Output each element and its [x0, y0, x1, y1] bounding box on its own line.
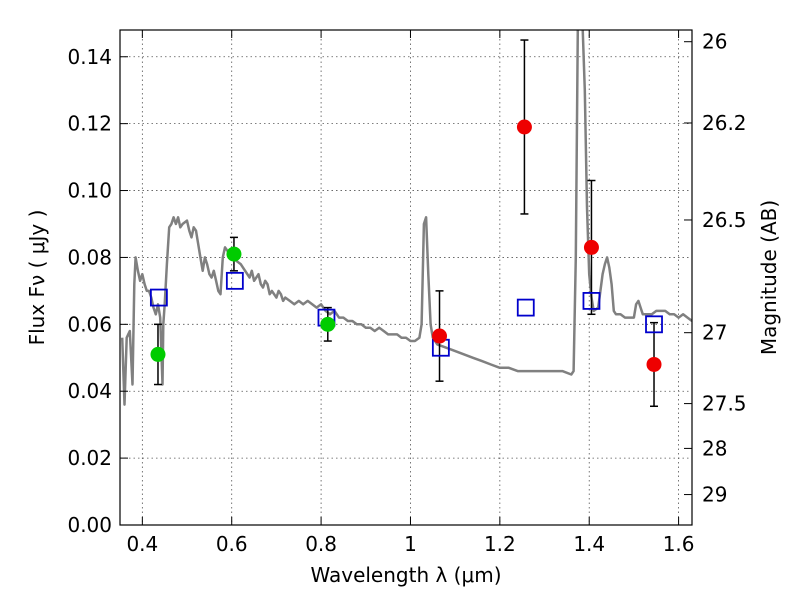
right-tick-label: 28	[702, 436, 727, 460]
y-tick-label: 0.06	[67, 312, 112, 336]
x-tick-label: 0.6	[216, 532, 248, 556]
y-tick-label: 0.08	[67, 245, 112, 269]
x-tick-label: 1.2	[484, 532, 516, 556]
y-tick-label: 0.10	[67, 179, 112, 203]
error-bars	[153, 39, 659, 408]
y-tick-label: 0.00	[67, 513, 112, 537]
red-data-point	[646, 356, 662, 372]
green-data-point	[150, 346, 166, 362]
y-axis-label: Flux Fν ( μJy )	[25, 210, 49, 346]
red-data-point	[432, 328, 448, 344]
green-data-point	[226, 246, 242, 262]
right-tick-label: 27.5	[702, 392, 747, 416]
red-data-point	[583, 239, 599, 255]
y-tick-label: 0.02	[67, 446, 112, 470]
x-tick-label: 0.4	[126, 532, 158, 556]
axis-ticks: 0.4 0.6 0.8 1 1.2 1.4 1.6 0.00 0.02 0.04 0.06 0.08 0…	[67, 30, 746, 556]
model-spectrum	[120, 30, 692, 406]
right-tick-label: 27	[702, 321, 727, 345]
data-points	[149, 119, 663, 372]
model-square-point	[225, 271, 244, 290]
x-tick-label: 0.8	[305, 532, 337, 556]
model-square-point	[149, 288, 168, 307]
model-square-point	[645, 315, 663, 334]
x-tick-label: 1	[404, 532, 417, 556]
red-data-point	[516, 119, 532, 135]
model-square-point	[516, 298, 535, 317]
right-tick-label: 26	[702, 30, 727, 54]
y-tick-label: 0.04	[67, 379, 112, 403]
x-tick-label: 1.6	[663, 532, 695, 556]
y-tick-label: 0.14	[67, 45, 112, 69]
y-tick-label: 0.12	[67, 112, 112, 136]
right-tick-label: 26.5	[702, 208, 747, 232]
y-axis-right-label: Magnitude (AB)	[757, 200, 781, 355]
plot-frame	[119, 29, 693, 526]
x-axis-label: Wavelength λ (μm)	[310, 563, 501, 587]
grid-lines	[120, 30, 692, 526]
green-data-point	[320, 316, 336, 332]
model-spectrum-line	[120, 30, 692, 406]
right-tick-label: 29	[702, 483, 727, 507]
right-tick-label: 26.2	[702, 111, 747, 135]
model-square-point	[582, 292, 601, 310]
x-tick-label: 1.4	[573, 532, 605, 556]
